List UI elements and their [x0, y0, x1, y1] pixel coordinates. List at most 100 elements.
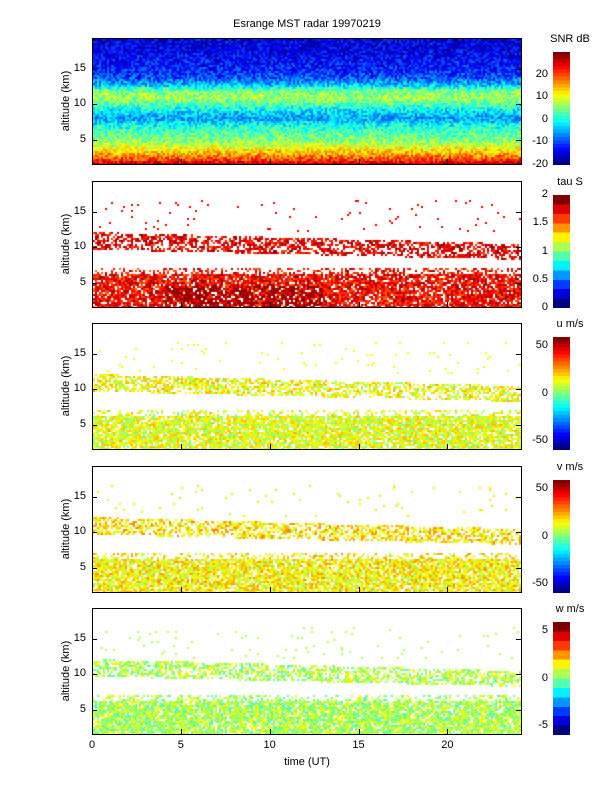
x-tick-mark	[447, 159, 449, 164]
x-tick-mark	[447, 587, 449, 592]
x-tick-mark	[92, 444, 93, 449]
panel-3	[92, 323, 522, 450]
y-tick-mark	[92, 639, 97, 641]
heatmap-3	[93, 324, 521, 449]
colorbar-tick-label: -10	[532, 135, 548, 148]
y-tick-mark	[516, 354, 521, 356]
figure-title: Esrange MST radar 19970219	[233, 18, 381, 30]
y-tick-label: 5	[79, 132, 86, 145]
y-tick-mark	[92, 674, 97, 676]
y-tick-mark	[516, 212, 521, 214]
y-tick-label: 5	[79, 560, 86, 573]
y-tick-label: 15	[73, 632, 86, 645]
x-axis-label: time (UT)	[284, 756, 330, 768]
y-tick-mark	[516, 69, 521, 71]
y-tick-mark	[516, 104, 521, 106]
x-tick-mark	[180, 159, 182, 164]
x-tick-mark	[358, 444, 360, 449]
y-tick-mark	[92, 497, 97, 499]
colorbar-tick-label: 5	[541, 624, 548, 637]
colorbar-tick-label: 10	[535, 90, 548, 103]
x-tick-mark	[180, 587, 182, 592]
y-tick-mark	[92, 104, 97, 106]
x-tick-label: 15	[352, 739, 365, 751]
x-tick-mark	[180, 444, 182, 449]
y-axis-label-3: altitude (km)	[60, 355, 72, 416]
y-tick-mark	[516, 282, 521, 284]
y-tick-label: 15	[73, 347, 86, 360]
x-tick-mark	[358, 587, 360, 592]
x-tick-mark	[447, 729, 449, 734]
y-tick-label: 10	[73, 240, 86, 253]
y-tick-mark	[516, 532, 521, 534]
colorbar-5	[553, 622, 570, 735]
y-tick-label: 5	[79, 417, 86, 430]
y-tick-mark	[92, 282, 97, 284]
y-tick-mark	[516, 424, 521, 426]
y-tick-label: 10	[73, 382, 86, 395]
y-tick-label: 10	[73, 525, 86, 538]
panel-5	[92, 608, 522, 735]
colorbar-tick-label: 1	[541, 244, 548, 257]
heatmap-5	[93, 609, 521, 734]
x-tick-mark	[92, 302, 93, 307]
colorbar-label-5: w m/s	[555, 603, 585, 615]
heatmap-4	[93, 467, 521, 592]
x-tick-mark	[92, 729, 93, 734]
y-tick-mark	[516, 497, 521, 499]
y-tick-label: 5	[79, 702, 86, 715]
colorbar-tick-label: 0	[541, 301, 548, 313]
x-tick-mark	[358, 302, 360, 307]
x-tick-mark	[92, 159, 93, 164]
y-tick-mark	[92, 709, 97, 711]
y-tick-mark	[92, 532, 97, 534]
colorbar-4	[553, 480, 570, 593]
y-tick-label: 10	[73, 667, 86, 680]
heatmap-2	[93, 182, 521, 307]
y-axis-label-5: altitude (km)	[60, 640, 72, 701]
colorbar-label-2: tau S	[557, 176, 583, 188]
y-axis-label-4: altitude (km)	[60, 498, 72, 559]
colorbar-1	[553, 52, 570, 165]
y-tick-mark	[516, 389, 521, 391]
colorbar-tick-label: -50	[532, 576, 548, 589]
colorbar-tick-label: 50	[535, 339, 548, 352]
colorbar-tick-label: 0	[541, 112, 548, 125]
x-tick-mark	[92, 587, 93, 592]
colorbar-tick-label: -50	[532, 433, 548, 446]
colorbar-tick-label: 0	[541, 671, 548, 684]
heatmap-1	[93, 39, 521, 164]
colorbar-tick-label: 0	[541, 386, 548, 399]
y-tick-mark	[516, 709, 521, 711]
y-tick-label: 15	[73, 205, 86, 218]
x-tick-label: 0	[88, 739, 96, 751]
y-tick-mark	[92, 139, 97, 141]
panel-4	[92, 466, 522, 593]
y-axis-label-1: altitude (km)	[60, 70, 72, 131]
y-tick-mark	[92, 424, 97, 426]
y-tick-mark	[92, 247, 97, 249]
y-tick-label: 10	[73, 97, 86, 110]
y-tick-mark	[92, 567, 97, 569]
y-tick-mark	[92, 354, 97, 356]
x-tick-mark	[358, 729, 360, 734]
y-tick-mark	[516, 139, 521, 141]
x-tick-mark	[180, 302, 182, 307]
x-tick-mark	[269, 587, 271, 592]
x-tick-mark	[269, 444, 271, 449]
colorbar-label-1: SNR dB	[550, 33, 590, 45]
x-tick-label: 10	[263, 739, 276, 751]
colorbar-tick-label: 50	[535, 482, 548, 495]
colorbar-tick-label: 1.5	[532, 216, 548, 229]
colorbar-tick-label: 20	[535, 67, 548, 80]
colorbar-label-3: u m/s	[556, 318, 584, 330]
y-tick-label: 15	[73, 62, 86, 75]
y-tick-mark	[516, 674, 521, 676]
y-tick-mark	[516, 247, 521, 249]
x-tick-mark	[358, 159, 360, 164]
panel-2	[92, 181, 522, 308]
colorbar-3	[553, 337, 570, 450]
colorbar-tick-label: -20	[532, 158, 548, 170]
colorbar-tick-label: 2	[541, 188, 548, 200]
colorbar-tick-label: 0.5	[532, 272, 548, 285]
